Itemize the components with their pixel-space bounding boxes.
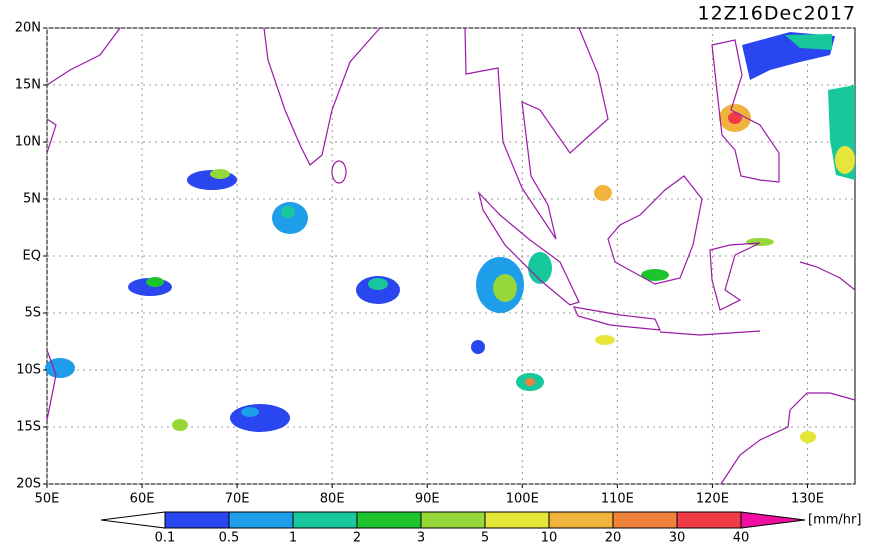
coastline: [709, 242, 761, 311]
coastline: [711, 39, 780, 183]
lat-label: 5N: [23, 192, 41, 207]
coastline: [46, 27, 121, 86]
lon-label: 120E: [696, 492, 729, 507]
lat-label: 5S: [24, 306, 41, 321]
rain-area: [595, 335, 615, 345]
colorbar-box: [228, 511, 294, 529]
colorbar-label: 1: [289, 531, 297, 544]
colorbar-label: 0.1: [155, 531, 176, 544]
grid: [46, 27, 855, 485]
rain-area: [785, 34, 832, 50]
colorbar: 0.1 0.5 1 2 3 5 10 20 30 40 [mm/hr]: [100, 511, 861, 544]
colorbar-box: [484, 511, 550, 529]
lon-label: 90E: [415, 492, 440, 507]
rain-area: [835, 146, 855, 174]
coastline: [263, 27, 381, 166]
rain-area: [594, 185, 612, 201]
colorbar-box: [676, 511, 742, 529]
rain-area: [272, 202, 308, 234]
colorbar-label: 2: [353, 531, 361, 544]
colorbar-under: [100, 511, 166, 529]
coastline: [477, 190, 580, 306]
lon-label: 130E: [791, 492, 824, 507]
coastline: [46, 118, 57, 154]
rain-area: [146, 277, 164, 287]
coastline: [720, 392, 856, 485]
rain-area: [45, 358, 75, 378]
colorbar-box: [420, 511, 486, 529]
colorbar-label: 40: [733, 531, 750, 544]
colorbar-over: [740, 511, 806, 529]
rain-area: [172, 419, 188, 431]
colorbar-label: 3: [417, 531, 425, 544]
coastline: [799, 261, 856, 291]
title: 12Z16Dec2017: [698, 3, 857, 25]
rain-area: [210, 169, 230, 179]
lon-label: 100E: [506, 492, 539, 507]
lon-label: 50E: [35, 492, 60, 507]
colorbar-label: 20: [605, 531, 622, 544]
rain-area: [281, 206, 295, 218]
lat-label: 10N: [15, 135, 41, 150]
rain-area: [230, 404, 290, 432]
lon-label: 70E: [225, 492, 250, 507]
coastline: [46, 349, 57, 421]
colorbar-label: 30: [669, 531, 686, 544]
rain-area: [525, 378, 535, 386]
lat-label: 10S: [16, 363, 41, 378]
rain-area: [368, 278, 388, 290]
colorbar-label: 5: [481, 531, 489, 544]
coastline: [572, 306, 661, 331]
colorbar-label: 0.5: [219, 531, 240, 544]
rain-area: [641, 269, 669, 281]
lat-label: 15S: [16, 420, 41, 435]
colorbar-box: [292, 511, 358, 529]
rain-area: [728, 112, 742, 124]
rain-area: [241, 407, 259, 417]
colorbar-label: 10: [541, 531, 558, 544]
rain-area: [800, 431, 816, 443]
lat-label: 15N: [15, 78, 41, 93]
rain-area: [746, 238, 774, 246]
colorbar-box: [548, 511, 614, 529]
lon-label: 110E: [601, 492, 634, 507]
lon-label: 60E: [130, 492, 155, 507]
coastlines: [46, 27, 856, 485]
coastline: [607, 175, 703, 285]
rain-area: [528, 252, 552, 284]
precipitation: [45, 32, 855, 443]
coastline: [464, 27, 609, 240]
lat-label: EQ: [23, 249, 41, 264]
rain-area: [471, 340, 485, 354]
lat-label: 20S: [16, 477, 41, 492]
colorbar-unit: [mm/hr]: [808, 513, 861, 528]
colorbar-box: [356, 511, 422, 529]
lon-label: 80E: [320, 492, 345, 507]
colorbar-box: [612, 511, 678, 529]
coastline: [659, 330, 761, 336]
colorbar-box: [164, 511, 230, 529]
coastline: [331, 160, 347, 184]
rain-area: [493, 274, 517, 302]
lat-label: 20N: [15, 21, 41, 36]
